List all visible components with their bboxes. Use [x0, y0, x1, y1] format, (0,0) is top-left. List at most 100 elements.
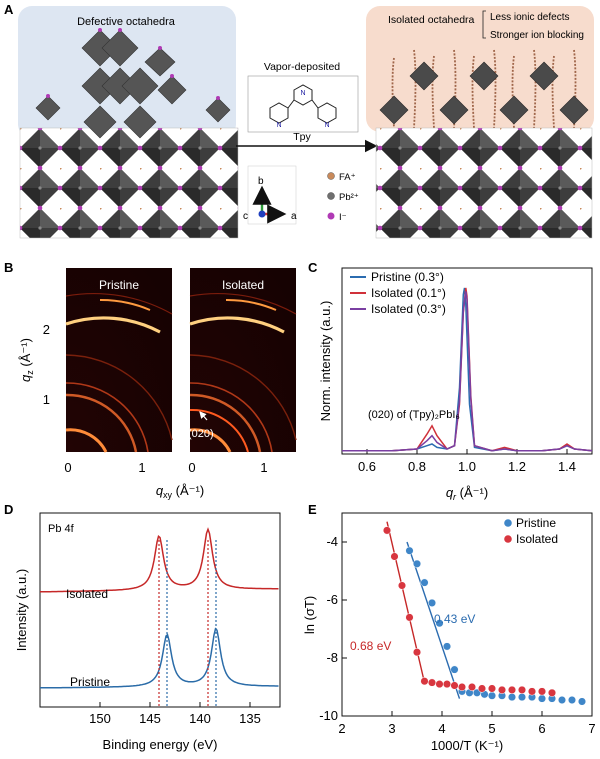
- pristine-curve-label: Pristine: [70, 675, 110, 689]
- chart-e-xtick-label: 2: [338, 721, 345, 736]
- chart-e-point: [537, 687, 547, 696]
- chart-d-plot: 150 145 140 135: [40, 527, 279, 726]
- chart-d-xtick-label: 145: [139, 711, 161, 726]
- chart-e-point: [507, 685, 517, 694]
- defective-region: [18, 6, 236, 138]
- chart-e-xtick-label: 3: [388, 721, 395, 736]
- axis-a-label: a: [291, 211, 297, 222]
- chart-e-point: [427, 598, 437, 607]
- tpy-molecule-box: [247, 75, 359, 133]
- chart-e-point: [412, 559, 422, 568]
- chart-e-fit-line: [406, 541, 461, 699]
- panel-d-label: D: [4, 502, 13, 517]
- axis-c-label: c: [243, 211, 248, 222]
- chart-e-point: [420, 677, 429, 686]
- chart-c-annotation: (020) of (Tpy)₂PbI₆: [368, 409, 460, 421]
- chart-c-xtick-label: 0.6: [358, 459, 376, 474]
- chart-e-plot: 2 3 4 5 6 7 -4 -6 -8 -10 Pristine Isolated: [319, 516, 595, 736]
- chart-e-point: [405, 613, 414, 622]
- left-lattice: [19, 127, 239, 239]
- chart-d-ylabel: Intensity (a.u.): [14, 569, 29, 651]
- chart-c-legend-label: Pristine (0.3°): [371, 270, 444, 284]
- chart-e-point: [397, 581, 407, 590]
- chart-e-point: [382, 526, 392, 535]
- isolated-curve-label: Isolated: [66, 587, 108, 601]
- chart-c-legend-label: Isolated (0.1°): [371, 286, 446, 300]
- chart-d-xtick-label: 150: [89, 711, 111, 726]
- peak-020-label: (020): [188, 428, 214, 440]
- qxy-right-tick-1: 1: [260, 460, 267, 475]
- chart-e-xtick-label: 5: [488, 721, 495, 736]
- gixd-pattern-isolated: [189, 268, 297, 453]
- chart-e-legend-label: Isolated: [516, 532, 558, 546]
- peak-arrow: [199, 411, 208, 421]
- axis-b-label: b: [258, 176, 264, 187]
- chart-e-point: [450, 665, 459, 674]
- chart-e-legend-marker: [504, 535, 512, 543]
- chart-e-point: [405, 546, 414, 555]
- svg-text:N: N: [300, 90, 305, 97]
- chart-c-plot: 0.6 0.8 1.0 1.2 1.4 Pristine (0.3°) Isolated (…: [342, 270, 593, 474]
- panel-c-label: C: [308, 260, 318, 275]
- chart-d-xlabel: Binding energy (eV): [103, 737, 218, 752]
- chart-e-point: [527, 687, 537, 696]
- chart-e-xtick-label: 4: [438, 721, 445, 736]
- qxy-left-tick-0: 0: [64, 460, 71, 475]
- chart-e-point: [577, 697, 587, 706]
- chart-e-point: [435, 680, 444, 689]
- gixd-isolated-title: Isolated: [222, 278, 264, 292]
- right-point-1: Less ionic defects: [490, 12, 570, 23]
- chart-c-series-line: [342, 291, 593, 452]
- chart-e-xlabel: 1000/T (K⁻¹): [431, 738, 503, 753]
- chart-e-point: [487, 691, 497, 700]
- chart-e-legend-marker: [504, 519, 512, 527]
- qz-tick-2: 2: [43, 322, 50, 337]
- chart-e-point: [487, 684, 497, 693]
- chart-e-point: [537, 694, 547, 703]
- qz-tick-1: 1: [43, 392, 50, 407]
- chart-e-point: [427, 678, 437, 687]
- chart-d-inner-label: Pb 4f: [48, 523, 75, 535]
- isolated-octahedra: [379, 61, 589, 125]
- qz-axis-label: qz (Å⁻¹): [18, 338, 35, 382]
- chart-e-point: [517, 693, 527, 702]
- chart-e-point: [497, 685, 507, 694]
- chart-e-point: [457, 682, 467, 692]
- legend-i: I⁻: [339, 212, 347, 223]
- chart-c-legend-label: Isolated (0.3°): [371, 302, 446, 316]
- fit-label-pristine: 0.43 eV: [434, 612, 475, 626]
- chart-c-xtick-label: 1.2: [508, 459, 526, 474]
- chart-e-point: [420, 578, 429, 587]
- chart-e-ytick-label: -10: [319, 708, 338, 723]
- chart-e-ytick-label: -6: [326, 592, 338, 607]
- chart-c-xtick-label: 1.4: [558, 459, 576, 474]
- chart-c-xlabel: qr (Å⁻¹): [446, 485, 488, 502]
- qxy-axis-label: qxy (Å⁻¹): [156, 483, 204, 500]
- svg-text:N: N: [276, 122, 281, 129]
- tpy-label: Tpy: [293, 131, 311, 143]
- chart-c-ylabel: Norm. intensity (a.u.): [318, 301, 333, 422]
- panel-a-label: A: [4, 2, 14, 17]
- chart-e-ytick-label: -8: [326, 650, 338, 665]
- left-structure-title: Defective octahedra: [77, 16, 176, 28]
- chart-d-xtick-label: 135: [239, 711, 261, 726]
- chart-e-point: [477, 684, 487, 693]
- chart-e-point: [567, 695, 577, 705]
- chart-e-xtick-label: 6: [538, 721, 545, 736]
- chart-e-point: [450, 681, 459, 690]
- vapor-deposited-label: Vapor-deposited: [264, 61, 340, 73]
- chart-e-point: [547, 688, 557, 697]
- panel-b-label: B: [4, 260, 13, 275]
- chart-e-point: [517, 685, 527, 694]
- chart-e-point: [442, 680, 452, 689]
- crystal-axes: [247, 165, 297, 225]
- chart-e-point: [507, 693, 517, 702]
- chart-d-xtick-label: 140: [189, 711, 211, 726]
- chart-e-point: [442, 642, 452, 651]
- chart-e-ytick-label: -4: [326, 534, 338, 549]
- chart-d-series-line: [40, 527, 279, 593]
- chart-e-frame: [341, 512, 593, 717]
- chart-d-frame: [39, 512, 281, 708]
- legend-pb: Pb²⁺: [339, 192, 359, 203]
- bracket-icon: [482, 10, 486, 39]
